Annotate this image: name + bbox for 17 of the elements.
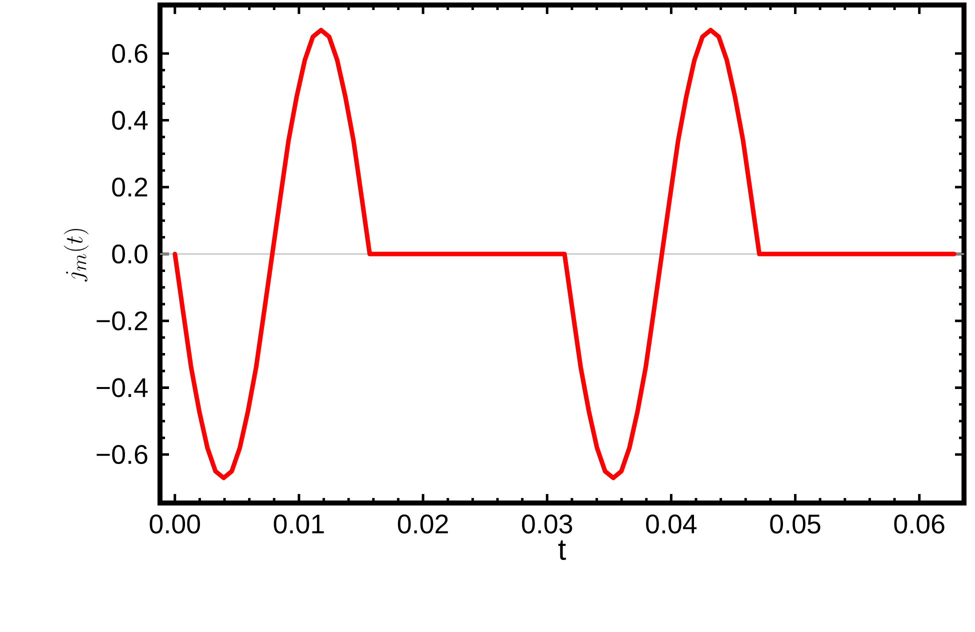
- x-tick-label: 0.06: [894, 514, 944, 534]
- x-tick-label: 0.01: [274, 514, 324, 534]
- x-tick-label: 0.04: [646, 514, 697, 534]
- y-tick-label: 0.0: [112, 244, 148, 264]
- x-axis-title: t: [558, 540, 566, 560]
- x-tick-label: 0.02: [398, 514, 448, 534]
- y-tick-label: 0.6: [112, 44, 148, 63]
- x-tick-label: 0.00: [150, 514, 200, 534]
- y-tick-label: −0.2: [96, 311, 148, 330]
- y-tick-label: −0.6: [96, 445, 148, 464]
- line-series: [172, 28, 956, 480]
- y-axis-title: $j_m(t)$: [64, 228, 89, 282]
- x-tick-label: 0.03: [522, 514, 572, 534]
- y-tick-label: 0.2: [112, 178, 148, 197]
- x-tick-label: 0.05: [770, 514, 820, 534]
- y-tick-label: −0.4: [96, 378, 148, 398]
- y-tick-label: 0.4: [112, 110, 148, 130]
